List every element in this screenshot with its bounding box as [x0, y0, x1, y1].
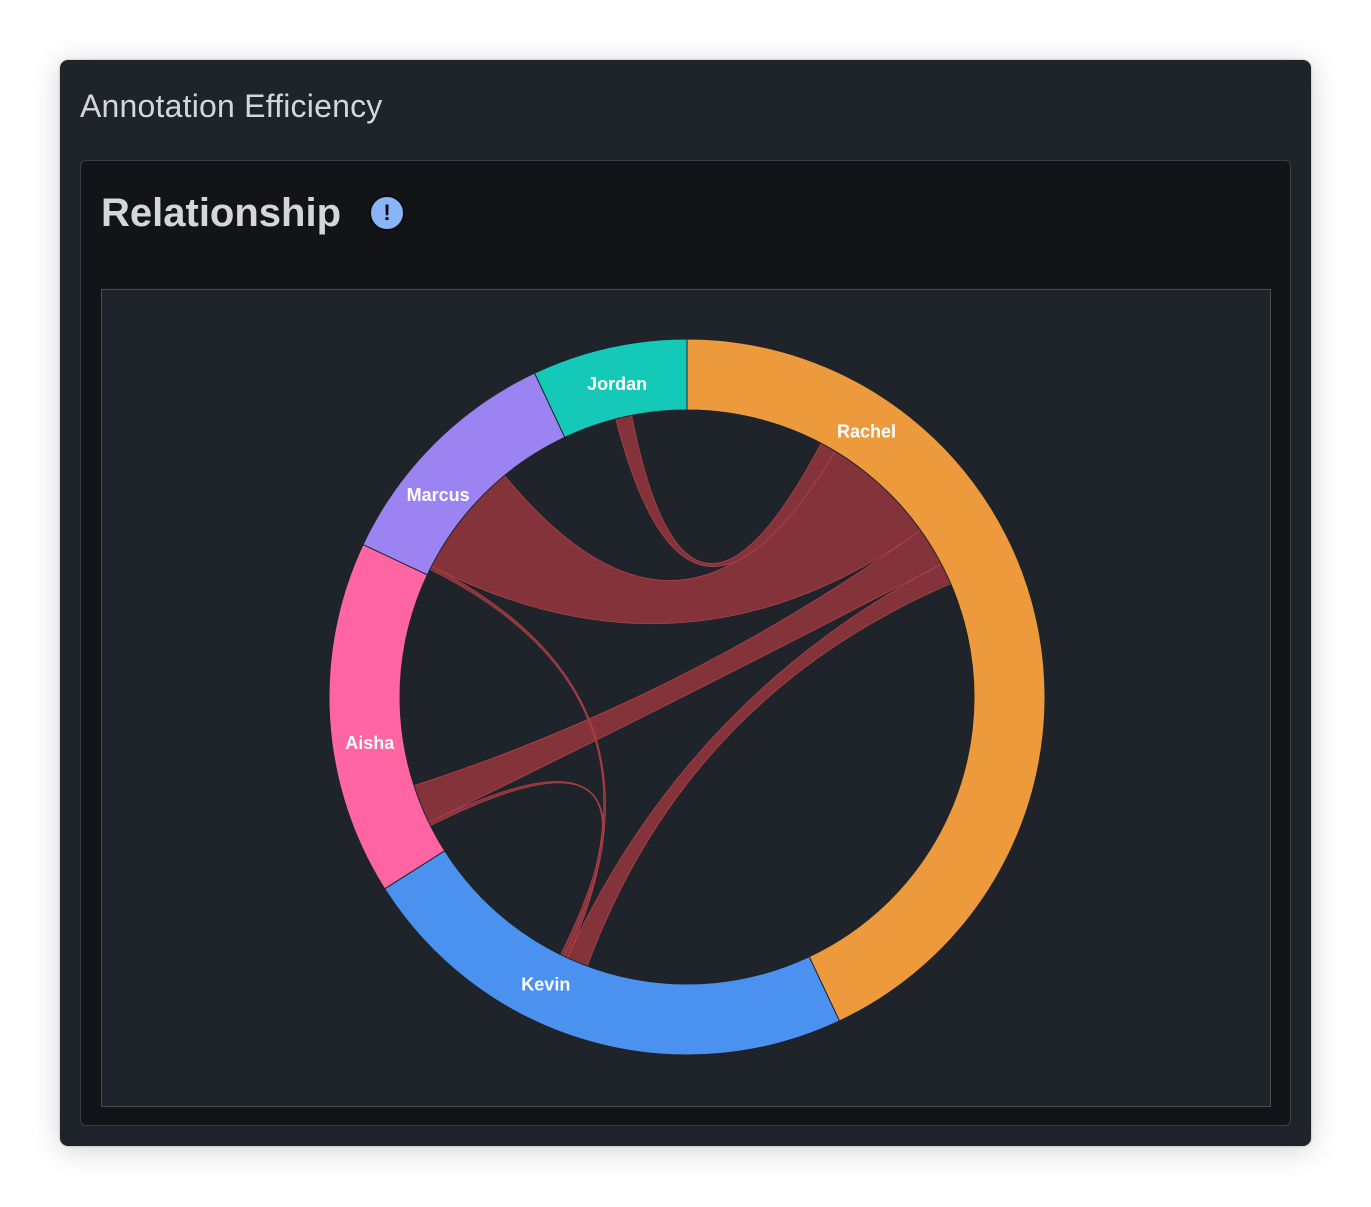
arc-label-kevin: Kevin — [521, 975, 570, 995]
relationship-card: Relationship ! Rachel Kevin Aisha Marcus Jor… — [80, 160, 1291, 1126]
chord-chart-frame: Rachel Kevin Aisha Marcus Jordan — [101, 289, 1271, 1107]
annotation-efficiency-panel: Annotation Efficiency Relationship ! Rac… — [60, 60, 1311, 1146]
chord-ribbons — [413, 414, 952, 967]
arc-label-marcus: Marcus — [407, 485, 470, 505]
arc-rachel[interactable] — [686, 338, 1046, 1022]
arc-label-aisha: Aisha — [345, 733, 395, 753]
arc-label-rachel: Rachel — [837, 421, 896, 441]
info-icon[interactable]: ! — [369, 195, 405, 231]
chord-chart: Rachel Kevin Aisha Marcus Jordan — [328, 338, 1046, 1056]
arc-jordan[interactable] — [533, 338, 688, 438]
arc-aisha[interactable] — [328, 543, 446, 890]
arc-label-jordan: Jordan — [587, 374, 647, 394]
chord-arcs — [328, 338, 1046, 1056]
card-title: Relationship — [101, 191, 342, 235]
panel-title: Annotation Efficiency — [80, 88, 383, 124]
